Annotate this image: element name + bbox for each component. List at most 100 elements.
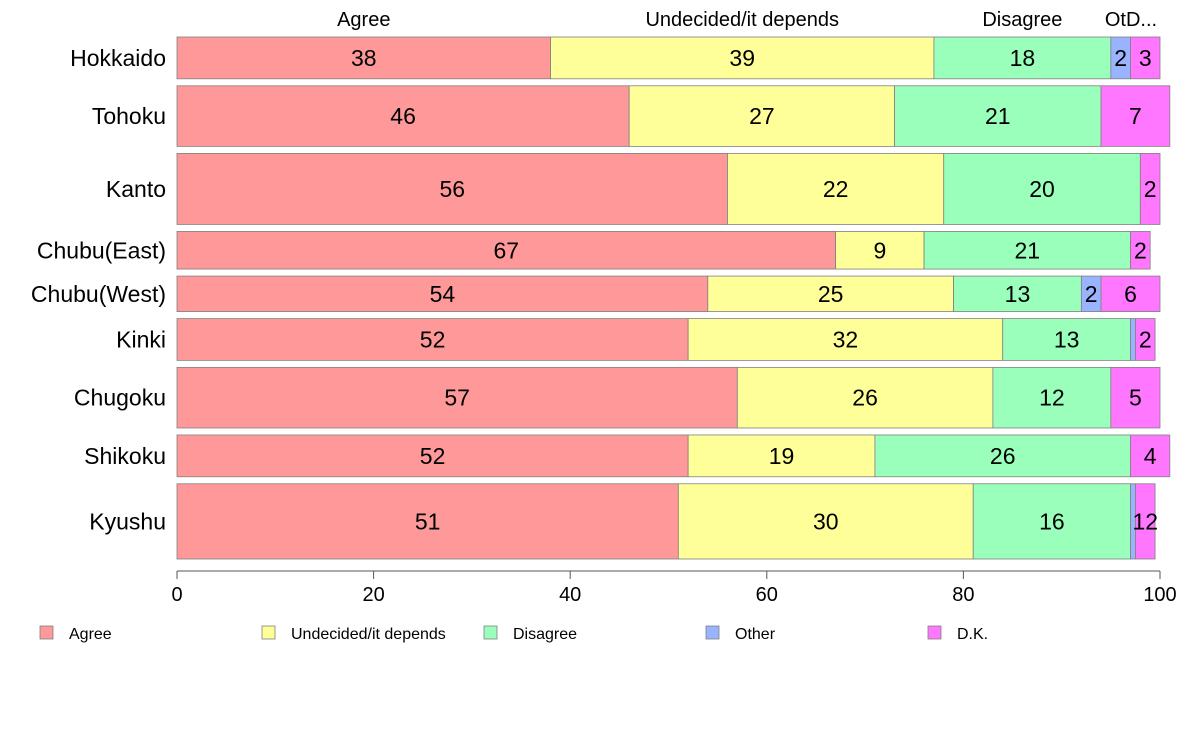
legend-item-undecided-it-depends: Undecided/it depends: [261, 625, 446, 643]
data-label-chubu-west-other: 2: [1085, 281, 1098, 307]
x-tick-label-40: 40: [559, 584, 581, 606]
legend-label-other: Other: [735, 626, 776, 643]
legend-item-d-k: D.K.: [927, 625, 988, 643]
x-tick-label-100: 100: [1143, 584, 1176, 606]
bar-segment-chubu-west-d-k: [1100, 275, 1161, 312]
data-label-chugoku-undecided-it-depends: 26: [852, 385, 878, 411]
bar-segment-kanto-agree: [176, 152, 728, 225]
data-label-kanto-undecided-it-depends: 22: [823, 176, 849, 202]
data-label-chubu-west-undecided-it-depends: 25: [818, 281, 844, 307]
data-label-shikoku-d-k: 4: [1144, 443, 1157, 469]
legend-swatch-agree: [39, 625, 54, 640]
legend-swatch-undecided-it-depends: [261, 625, 276, 640]
data-label-chubu-west-d-k: 6: [1124, 281, 1137, 307]
data-label-chubu-west-agree: 54: [430, 281, 456, 307]
bar-row-chubu-west: 54 25 13 2 6: [176, 275, 1161, 312]
data-label-kinki-d-k: 2: [1139, 326, 1152, 352]
bar-segment-chugoku-disagree: [992, 366, 1112, 429]
data-label-chugoku-agree: 57: [444, 385, 470, 411]
x-tick-label-20: 20: [362, 584, 384, 606]
x-axis: 0 20 40 60 80 100: [171, 570, 1177, 606]
bar-segment-chubu-east-d-k: [1130, 231, 1151, 270]
data-label-chubu-east-agree: 67: [494, 237, 520, 263]
data-label-kyushu-agree: 51: [415, 508, 441, 534]
bar-segment-chubu-west-undecided-it-depends: [707, 275, 954, 312]
legend-item-disagree: Disagree: [483, 625, 577, 643]
data-label-hokkaido-other: 2: [1114, 45, 1127, 71]
data-label-hokkaido-agree: 38: [351, 45, 377, 71]
bar-segment-tohoku-undecided-it-depends: [628, 85, 895, 147]
legend: Agree Undecided/it depends Disagree Other D.…: [39, 625, 988, 643]
bar-segment-kyushu-disagree: [972, 483, 1131, 560]
bar-row-chugoku: 57 26 12 5: [176, 366, 1161, 429]
data-label-chugoku-d-k: 5: [1129, 385, 1142, 411]
bar-segment-tohoku-agree: [176, 85, 630, 147]
bar-segment-hokkaido-disagree: [933, 36, 1112, 80]
bar-segment-chugoku-d-k: [1110, 366, 1161, 429]
x-tick-label-60: 60: [756, 584, 778, 606]
column-header-disagree: Disagree: [982, 9, 1062, 31]
y-label-chubu-west: Chubu(West): [31, 281, 166, 307]
data-label-tohoku-d-k: 7: [1129, 103, 1142, 129]
bar-segment-shikoku-agree: [176, 434, 689, 478]
bar-segment-tohoku-d-k: [1100, 85, 1171, 147]
bar-row-shikoku: 52 19 26 4: [176, 434, 1171, 478]
bar-row-kyushu: 51 30 16 12: [176, 483, 1158, 560]
data-label-kanto-disagree: 20: [1029, 176, 1055, 202]
legend-swatch-other: [705, 625, 720, 640]
bar-row-tohoku: 46 27 21 7: [176, 85, 1171, 147]
data-label-tohoku-disagree: 21: [985, 103, 1011, 129]
bar-segment-kanto-d-k: [1139, 152, 1161, 225]
bar-segment-tohoku-disagree: [894, 85, 1102, 147]
bar-segment-chubu-west-agree: [176, 275, 709, 312]
y-label-chubu-east: Chubu(East): [37, 237, 166, 263]
data-label-shikoku-disagree: 26: [990, 443, 1016, 469]
data-label-tohoku-undecided-it-depends: 27: [749, 103, 775, 129]
data-label-chugoku-disagree: 12: [1039, 385, 1065, 411]
bar-segment-shikoku-undecided-it-depends: [687, 434, 876, 478]
legend-item-agree: Agree: [39, 625, 112, 643]
y-label-hokkaido: Hokkaido: [70, 45, 166, 71]
bar-segment-hokkaido-d-k: [1130, 36, 1161, 80]
data-label-kinki-undecided-it-depends: 32: [833, 326, 859, 352]
bar-row-chubu-east: 67 9 21 2: [176, 231, 1151, 270]
data-label-kyushu-disagree: 16: [1039, 508, 1065, 534]
bar-segment-hokkaido-agree: [176, 36, 551, 80]
y-label-kyushu: Kyushu: [89, 508, 166, 534]
legend-label-d-k: D.K.: [957, 626, 988, 643]
data-label-kanto-d-k: 2: [1144, 176, 1157, 202]
data-label-hokkaido-d-k: 3: [1139, 45, 1152, 71]
data-label-chubu-east-d-k: 2: [1134, 237, 1147, 263]
bar-row-hokkaido: 38 39 18 2 3: [176, 36, 1161, 80]
bar-segment-shikoku-d-k: [1130, 434, 1171, 478]
legend-label-undecided-it-depends: Undecided/it depends: [291, 626, 446, 643]
legend-swatch-d-k: [927, 625, 942, 640]
bar-segment-kinki-other: [1130, 318, 1136, 361]
data-label-chubu-east-disagree: 21: [1014, 237, 1040, 263]
bar-segment-hokkaido-undecided-it-depends: [550, 36, 935, 80]
data-label-hokkaido-undecided-it-depends: 39: [729, 45, 755, 71]
bar-segment-kanto-undecided-it-depends: [727, 152, 945, 225]
legend-item-other: Other: [705, 625, 776, 643]
bar-area: 38 39 18 2 346 27 21 756 22 20 267 9 21 254 25 13 2 652 32…: [176, 36, 1171, 560]
data-label-hokkaido-disagree: 18: [1010, 45, 1036, 71]
bar-row-kinki: 52 32 13 2: [176, 318, 1156, 361]
bar-segment-kinki-disagree: [1002, 318, 1131, 361]
data-label-kinki-disagree: 13: [1054, 326, 1080, 352]
bar-segment-chubu-east-disagree: [923, 231, 1131, 270]
bar-segment-kinki-d-k: [1135, 318, 1156, 361]
data-label-kyushu-undecided-it-depends: 30: [813, 508, 839, 534]
bar-segment-chugoku-undecided-it-depends: [736, 366, 994, 429]
data-label-chubu-east-undecided-it-depends: 9: [873, 237, 886, 263]
data-label-kanto-agree: 56: [439, 176, 465, 202]
data-label-kinki-agree: 52: [420, 326, 446, 352]
y-label-kanto: Kanto: [106, 176, 166, 202]
x-tick-label-0: 0: [171, 584, 182, 606]
bar-segment-chubu-east-agree: [176, 231, 837, 270]
y-label-shikoku: Shikoku: [84, 443, 166, 469]
column-headers: Agree Undecided/it depends Disagree OtD...: [337, 9, 1157, 31]
bar-segment-kinki-undecided-it-depends: [687, 318, 1004, 361]
bar-segment-kyushu-d-k: [1135, 483, 1156, 560]
legend-label-agree: Agree: [69, 626, 112, 643]
